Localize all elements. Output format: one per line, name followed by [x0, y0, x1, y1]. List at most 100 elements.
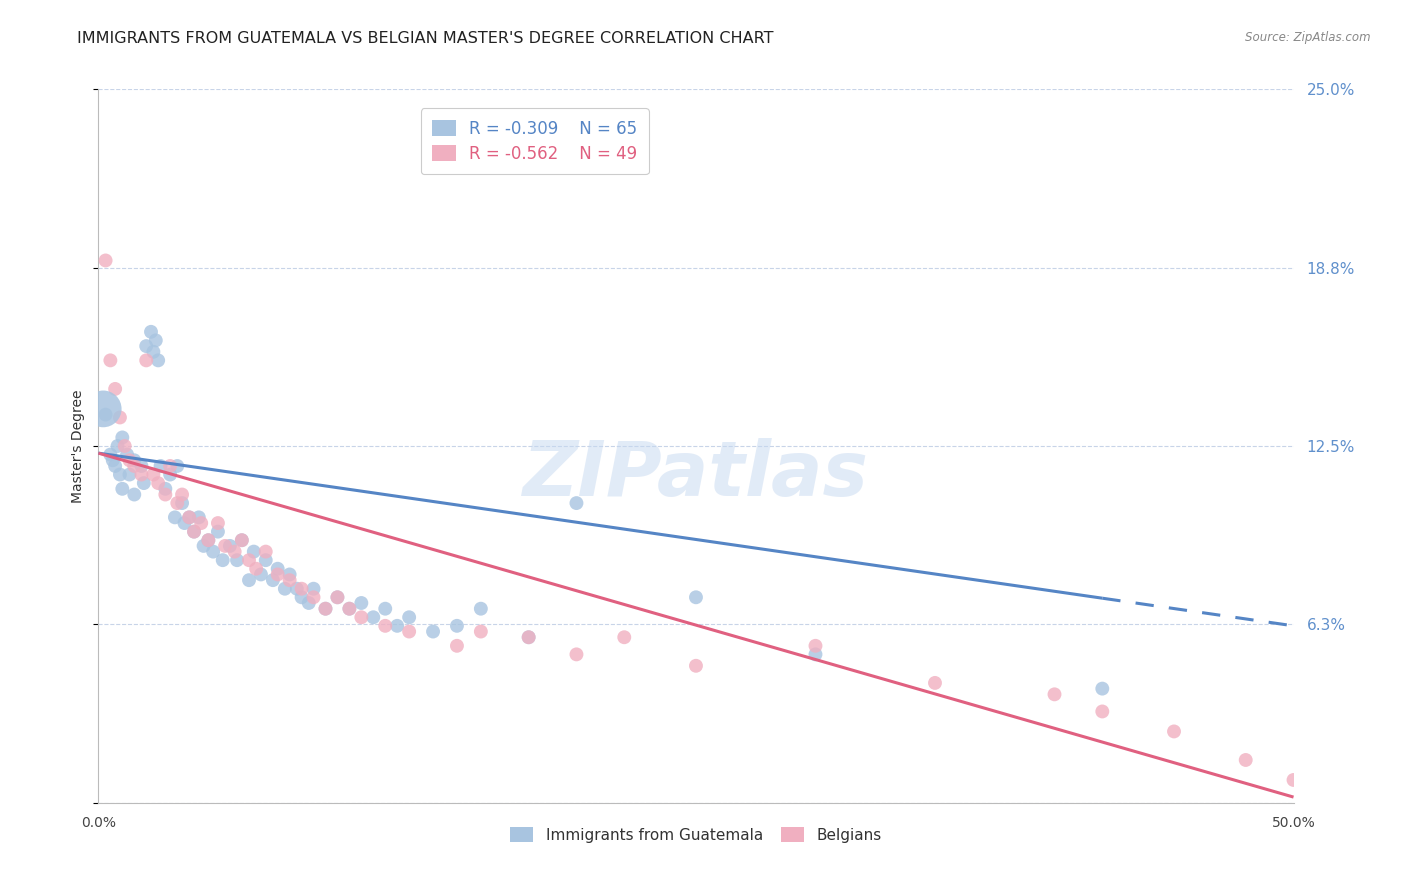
Point [231, 533, 253, 548]
Point [339, 601, 361, 615]
Point [172, 487, 194, 501]
Point [197, 533, 219, 548]
Point [145, 334, 167, 348]
Point [131, 467, 153, 482]
Point [685, 591, 707, 605]
Point [98, 448, 122, 462]
Point [238, 573, 260, 587]
Point [202, 544, 225, 558]
Point [1043, 687, 1066, 701]
Point [291, 582, 314, 596]
Point [179, 510, 201, 524]
Point [470, 601, 492, 615]
Point [135, 353, 157, 368]
Point [254, 553, 277, 567]
Point [173, 516, 195, 530]
Point [118, 467, 141, 482]
Point [363, 610, 385, 624]
Point [187, 510, 209, 524]
Point [302, 591, 325, 605]
Point [183, 524, 205, 539]
Point [470, 624, 492, 639]
Point [104, 382, 127, 396]
Point [613, 630, 636, 644]
Point [166, 458, 188, 473]
Text: IMMIGRANTS FROM GUATEMALA VS BELGIAN MASTER'S DEGREE CORRELATION CHART: IMMIGRANTS FROM GUATEMALA VS BELGIAN MAS… [77, 31, 773, 46]
Point [98, 353, 122, 368]
Point [155, 487, 177, 501]
Point [166, 496, 188, 510]
Point [114, 439, 136, 453]
Point [111, 430, 134, 444]
Point [1091, 705, 1114, 719]
Point [517, 630, 540, 644]
Point [163, 510, 186, 524]
Point [250, 567, 273, 582]
Point [132, 476, 155, 491]
Point [149, 458, 172, 473]
Point [924, 676, 946, 690]
Text: ZIPatlas: ZIPatlas [523, 438, 869, 511]
Legend: Immigrants from Guatemala, Belgians: Immigrants from Guatemala, Belgians [505, 821, 887, 848]
Point [350, 596, 373, 610]
Point [193, 539, 215, 553]
Point [350, 610, 373, 624]
Point [190, 516, 212, 530]
Point [148, 353, 170, 368]
Point [214, 539, 236, 553]
Point [142, 344, 165, 359]
Point [135, 339, 157, 353]
Point [231, 533, 253, 548]
Point [326, 591, 349, 605]
Point [804, 639, 827, 653]
Point [243, 544, 266, 558]
Point [124, 458, 146, 473]
Point [91, 401, 114, 416]
Point [224, 544, 246, 558]
Point [565, 496, 588, 510]
Point [1163, 724, 1185, 739]
Text: Source: ZipAtlas.com: Source: ZipAtlas.com [1246, 31, 1371, 45]
Point [285, 582, 308, 596]
Point [207, 524, 229, 539]
Point [142, 467, 165, 482]
Y-axis label: Master's Degree: Master's Degree [72, 389, 86, 503]
Point [238, 553, 260, 567]
Point [385, 619, 409, 633]
Point [245, 562, 267, 576]
Point [1234, 753, 1257, 767]
Point [124, 487, 146, 501]
Point [278, 567, 301, 582]
Point [254, 544, 277, 558]
Point [124, 453, 146, 467]
Point [446, 639, 468, 653]
Point [685, 658, 707, 673]
Point [226, 553, 249, 567]
Point [111, 482, 134, 496]
Point [207, 516, 229, 530]
Point [183, 524, 205, 539]
Point [172, 496, 194, 510]
Point [446, 619, 468, 633]
Point [339, 601, 361, 615]
Point [398, 624, 420, 639]
Point [159, 458, 181, 473]
Point [94, 253, 117, 268]
Point [302, 582, 325, 596]
Point [422, 624, 444, 639]
Point [211, 553, 233, 567]
Point [197, 533, 219, 548]
Point [139, 325, 162, 339]
Point [374, 619, 396, 633]
Point [278, 573, 301, 587]
Point [94, 408, 117, 422]
Point [148, 476, 170, 491]
Point [326, 591, 349, 605]
Point [108, 410, 131, 425]
Point [274, 582, 297, 596]
Point [398, 610, 420, 624]
Point [108, 467, 131, 482]
Point [1091, 681, 1114, 696]
Point [118, 453, 141, 467]
Point [104, 458, 127, 473]
